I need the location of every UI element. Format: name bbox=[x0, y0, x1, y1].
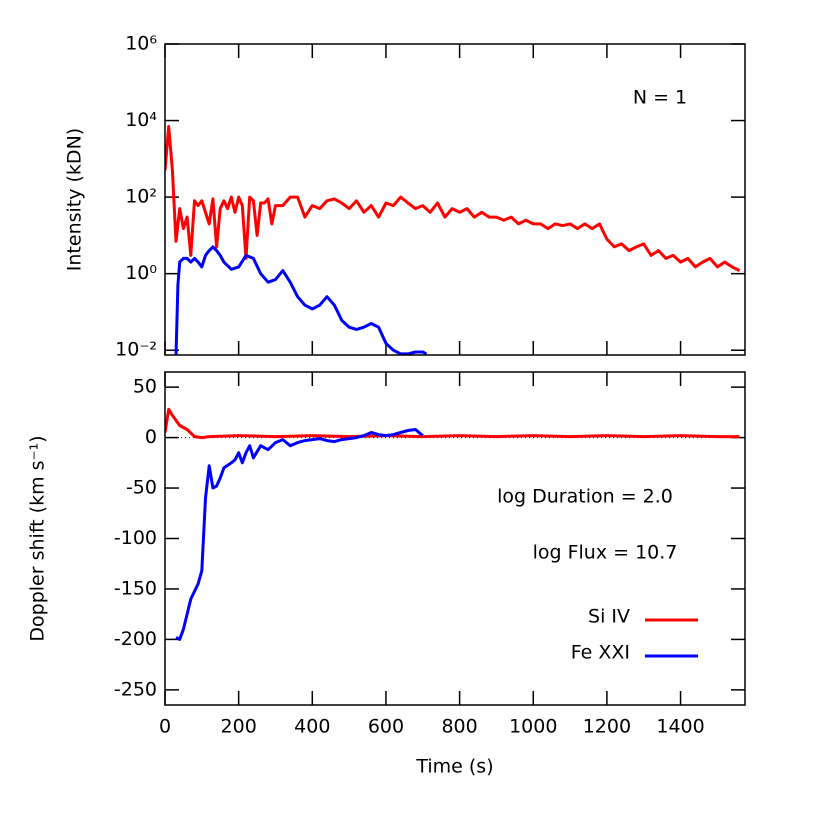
series-line bbox=[165, 407, 740, 440]
plot-frame bbox=[164, 43, 746, 356]
x-tick-label: 0 bbox=[159, 716, 171, 738]
y-tick-label: -150 bbox=[114, 577, 157, 599]
y-tick-label: 10⁶ bbox=[125, 33, 157, 55]
y-tick-label: 10⁰ bbox=[125, 262, 157, 284]
y-tick-label: -100 bbox=[114, 527, 157, 549]
y-tick-label: 50 bbox=[133, 376, 157, 398]
annotation: log Duration = 2.0 bbox=[497, 486, 673, 508]
annotation: log Flux = 10.7 bbox=[533, 542, 678, 564]
y-tick-label: 10⁻² bbox=[115, 339, 157, 361]
y-tick-label: -250 bbox=[114, 678, 157, 700]
series-line bbox=[175, 428, 424, 641]
legend-label: Si IV bbox=[588, 606, 630, 628]
y-tick-label: -200 bbox=[114, 628, 157, 650]
x-tick-label: 800 bbox=[441, 716, 477, 738]
x-tick-label: 200 bbox=[221, 716, 257, 738]
y-tick-label: -50 bbox=[126, 477, 157, 499]
y-axis-label: Doppler shift (km s⁻¹) bbox=[27, 435, 49, 641]
y-tick-label: 10² bbox=[125, 186, 157, 208]
y-tick-label: 10⁴ bbox=[125, 109, 157, 131]
x-tick-label: 1000 bbox=[509, 716, 557, 738]
series-line bbox=[165, 125, 741, 272]
y-tick-label: 0 bbox=[145, 426, 157, 448]
x-tick-label: 1200 bbox=[583, 716, 631, 738]
legend-label: Fe XXI bbox=[571, 642, 630, 664]
series-line bbox=[174, 245, 428, 355]
annotation: N = 1 bbox=[633, 87, 687, 109]
x-tick-label: 400 bbox=[294, 716, 330, 738]
plot-frame bbox=[164, 371, 746, 706]
x-tick-label: 600 bbox=[368, 716, 404, 738]
x-tick-label: 1400 bbox=[656, 716, 704, 738]
x-axis-label: Time (s) bbox=[415, 756, 493, 778]
y-axis-label: Intensity (kDN) bbox=[64, 128, 86, 271]
